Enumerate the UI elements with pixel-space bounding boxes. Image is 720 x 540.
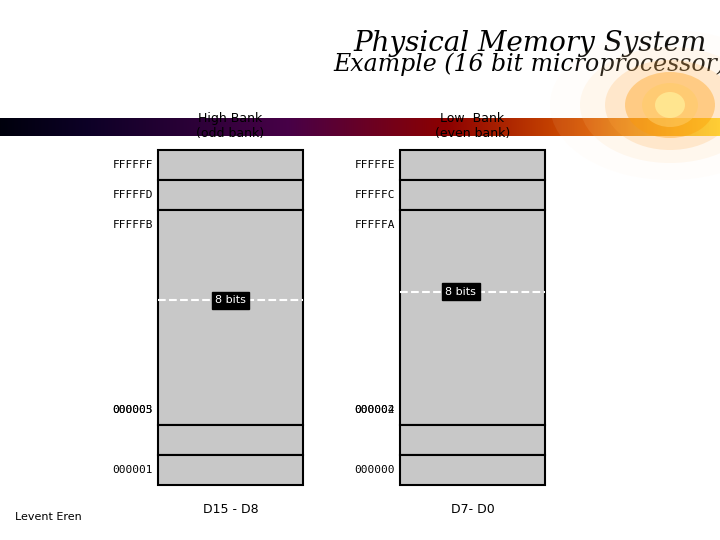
Text: 8 bits: 8 bits bbox=[215, 295, 246, 305]
Ellipse shape bbox=[580, 47, 720, 163]
Text: Example (16 bit microprocessor): Example (16 bit microprocessor) bbox=[333, 52, 720, 76]
Bar bbox=[158, 210, 303, 425]
Text: 000003: 000003 bbox=[112, 405, 153, 415]
Text: 000002: 000002 bbox=[354, 405, 395, 415]
Ellipse shape bbox=[550, 30, 720, 180]
Text: 000004: 000004 bbox=[354, 405, 395, 415]
Bar bbox=[400, 455, 545, 485]
Bar bbox=[158, 180, 303, 210]
Bar bbox=[158, 455, 303, 485]
Text: FFFFFB: FFFFFB bbox=[112, 220, 153, 230]
Text: D7- D0: D7- D0 bbox=[451, 503, 495, 516]
Text: 000000: 000000 bbox=[354, 465, 395, 475]
Ellipse shape bbox=[605, 60, 720, 150]
Text: Low  Bank
(even bank): Low Bank (even bank) bbox=[435, 112, 510, 140]
Text: FFFFFF: FFFFFF bbox=[112, 160, 153, 170]
Text: FFFFFE: FFFFFE bbox=[354, 160, 395, 170]
Text: 000005: 000005 bbox=[112, 405, 153, 415]
Ellipse shape bbox=[642, 83, 698, 127]
Bar bbox=[158, 150, 303, 180]
Bar bbox=[400, 150, 545, 180]
Ellipse shape bbox=[655, 92, 685, 118]
Text: FFFFFA: FFFFFA bbox=[354, 220, 395, 230]
Text: High Bank
(odd bank): High Bank (odd bank) bbox=[197, 112, 264, 140]
Bar bbox=[158, 425, 303, 455]
Text: 8 bits: 8 bits bbox=[446, 287, 477, 296]
Ellipse shape bbox=[625, 72, 715, 138]
Bar bbox=[400, 210, 545, 425]
Text: FFFFFD: FFFFFD bbox=[112, 190, 153, 200]
Text: D15 - D8: D15 - D8 bbox=[203, 503, 258, 516]
Text: FFFFFC: FFFFFC bbox=[354, 190, 395, 200]
Bar bbox=[400, 425, 545, 455]
Text: Physical Memory System: Physical Memory System bbox=[354, 30, 707, 57]
Text: Levent Eren: Levent Eren bbox=[15, 512, 82, 522]
Bar bbox=[400, 180, 545, 210]
Text: 000001: 000001 bbox=[112, 465, 153, 475]
